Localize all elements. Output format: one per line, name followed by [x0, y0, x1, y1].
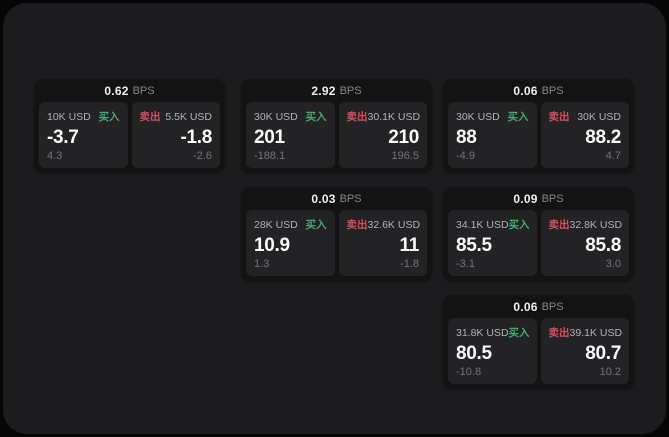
buy-price: -3.7 [47, 127, 79, 148]
buy-delta: -10.8 [456, 366, 482, 378]
buy-delta: -188.1 [254, 150, 286, 162]
spread-unit-label: BPS [339, 84, 362, 97]
spread-value: 0.06 [513, 83, 538, 98]
buy-notional: 34.1K USD [456, 218, 509, 231]
buy-delta: -4.9 [456, 150, 475, 162]
spread-value: 0.09 [513, 191, 538, 206]
buy-price: 80.5 [456, 343, 492, 364]
sell-notional: 39.1K USD [569, 326, 623, 339]
spread-value: 0.62 [104, 83, 129, 98]
spread-unit-label: BPS [339, 192, 362, 205]
spread-value: 0.06 [513, 299, 538, 314]
sell-notional: 5.5K USD [165, 110, 212, 123]
spread-value: 2.92 [311, 83, 336, 98]
buy-quote-tile[interactable]: 10K USD 买入 -3.7 4.3 [39, 102, 128, 168]
sell-delta: -1.8 [400, 258, 419, 270]
buy-side-label: 买入 [305, 219, 327, 231]
sell-quote-tile[interactable]: 卖出 32.6K USD 11 -1.8 [338, 210, 427, 276]
buy-side-label: 买入 [508, 219, 530, 231]
sell-notional: 32.6K USD [367, 218, 421, 231]
buy-quote-tile[interactable]: 34.1K USD 买入 85.5 -3.1 [448, 210, 537, 276]
buy-notional: 31.8K USD [456, 326, 509, 339]
quote-card: 2.92 BPS 30K USD 买入 201 -188.1 卖出 30.1K … [241, 79, 432, 173]
sell-notional: 30.1K USD [367, 110, 421, 123]
sell-quote-tile[interactable]: 卖出 5.5K USD -1.8 -2.6 [131, 102, 220, 168]
buy-side-label: 买入 [98, 111, 120, 123]
buy-side-label: 买入 [507, 111, 529, 123]
sell-price: 11 [399, 235, 420, 256]
buy-notional: 10K USD [47, 110, 91, 123]
sell-quote-tile[interactable]: 卖出 39.1K USD 80.7 10.2 [540, 318, 629, 384]
buy-quote-tile[interactable]: 31.8K USD 买入 80.5 -10.8 [448, 318, 537, 384]
buy-delta: 1.3 [254, 258, 270, 270]
sell-price: 210 [388, 127, 419, 148]
buy-side-label: 买入 [508, 327, 530, 339]
sell-price: -1.8 [180, 127, 212, 148]
buy-notional: 28K USD [254, 218, 298, 231]
buy-notional: 30K USD [254, 110, 298, 123]
buy-quote-tile[interactable]: 28K USD 买入 10.9 1.3 [246, 210, 335, 276]
buy-quote-tile[interactable]: 30K USD 买入 201 -188.1 [246, 102, 335, 168]
sell-side-label: 卖出 [139, 111, 161, 123]
spread-header: 0.62 BPS [39, 79, 220, 102]
spread-header: 0.06 BPS [448, 295, 629, 318]
sell-price: 80.7 [585, 343, 621, 364]
spread-header: 0.09 BPS [448, 187, 629, 210]
sell-delta: -2.6 [193, 150, 212, 162]
sell-side-label: 卖出 [346, 111, 368, 123]
buy-delta: -3.1 [456, 258, 475, 270]
sell-quote-tile[interactable]: 卖出 30K USD 88.2 4.7 [540, 102, 629, 168]
sell-quote-tile[interactable]: 卖出 32.8K USD 85.8 3.0 [540, 210, 629, 276]
sell-quote-tile[interactable]: 卖出 30.1K USD 210 196.5 [338, 102, 427, 168]
quote-card: 0.62 BPS 10K USD 买入 -3.7 4.3 卖出 5.5K USD… [34, 79, 225, 173]
buy-side-label: 买入 [305, 111, 327, 123]
sell-notional: 32.8K USD [569, 218, 623, 231]
sell-delta: 10.2 [599, 366, 621, 378]
buy-price: 10.9 [254, 235, 290, 256]
sell-side-label: 卖出 [548, 219, 570, 231]
buy-notional: 30K USD [456, 110, 500, 123]
spread-unit-label: BPS [541, 300, 564, 313]
sell-delta: 196.5 [391, 150, 419, 162]
sell-delta: 4.7 [605, 150, 621, 162]
quote-card: 0.06 BPS 31.8K USD 买入 80.5 -10.8 卖出 39.1… [443, 295, 634, 389]
buy-quote-tile[interactable]: 30K USD 买入 88 -4.9 [448, 102, 537, 168]
spread-header: 0.03 BPS [246, 187, 427, 210]
sell-side-label: 卖出 [548, 111, 570, 123]
buy-price: 85.5 [456, 235, 492, 256]
buy-delta: 4.3 [47, 150, 63, 162]
spread-value: 0.03 [311, 191, 336, 206]
spread-unit-label: BPS [541, 84, 564, 97]
spread-unit-label: BPS [541, 192, 564, 205]
spread-header: 2.92 BPS [246, 79, 427, 102]
sell-price: 88.2 [585, 127, 621, 148]
sell-price: 85.8 [585, 235, 621, 256]
sell-delta: 3.0 [605, 258, 621, 270]
sell-notional: 30K USD [577, 110, 621, 123]
sell-side-label: 卖出 [548, 327, 570, 339]
sell-side-label: 卖出 [346, 219, 368, 231]
buy-price: 201 [254, 127, 285, 148]
spread-unit-label: BPS [132, 84, 155, 97]
quote-card: 0.06 BPS 30K USD 买入 88 -4.9 卖出 30K USD 8… [443, 79, 634, 173]
buy-price: 88 [456, 127, 477, 148]
spread-header: 0.06 BPS [448, 79, 629, 102]
quote-card: 0.09 BPS 34.1K USD 买入 85.5 -3.1 卖出 32.8K… [443, 187, 634, 281]
quote-card: 0.03 BPS 28K USD 买入 10.9 1.3 卖出 32.6K US… [241, 187, 432, 281]
